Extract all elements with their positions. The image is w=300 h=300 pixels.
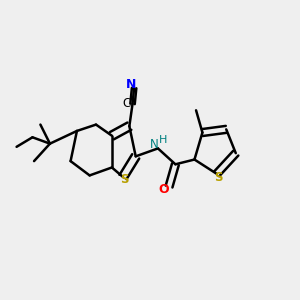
Text: H: H [158,134,167,145]
Text: S: S [214,171,223,184]
Text: N: N [126,78,136,91]
Text: O: O [158,183,169,196]
Text: S: S [120,173,129,186]
Text: N: N [150,138,158,151]
Text: C: C [123,98,131,110]
